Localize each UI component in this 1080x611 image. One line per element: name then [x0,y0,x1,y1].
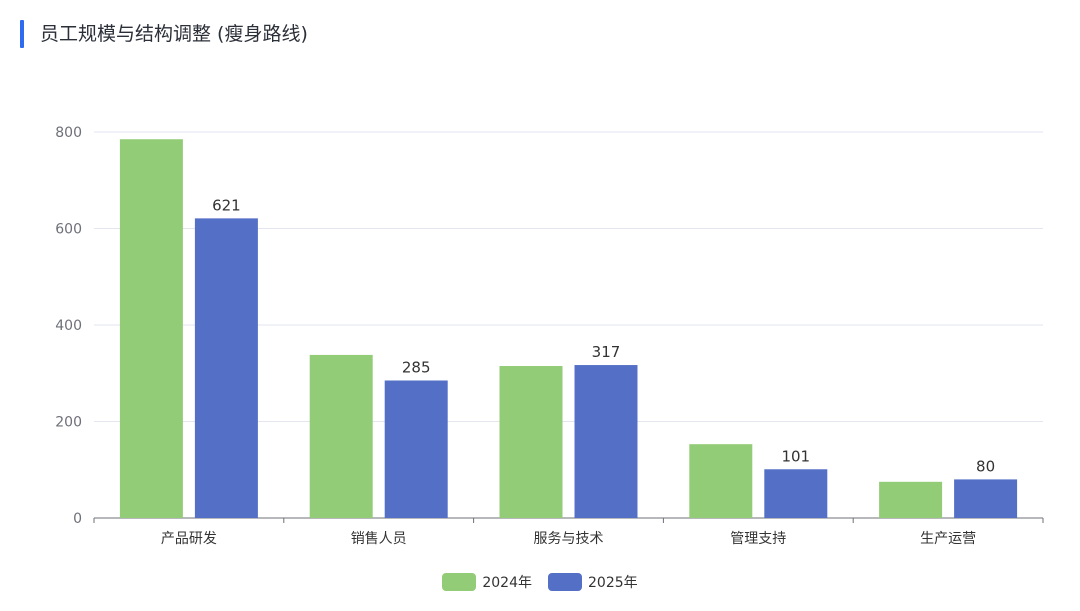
y-tick-label: 600 [55,222,82,238]
legend-swatch-2025 [548,573,582,591]
bar-2025 [574,365,638,518]
bar-2025 [194,218,258,518]
legend-item-2025[interactable]: 2025年 [548,572,638,592]
title-accent-bar [20,20,24,48]
y-tick-label: 800 [55,125,82,141]
x-tick-label: 服务与技术 [534,531,604,547]
y-tick-label: 0 [73,511,82,527]
data-label: 317 [592,343,621,361]
y-tick-label: 400 [55,318,82,334]
x-tick-label: 产品研发 [161,531,217,547]
data-label: 621 [212,196,241,214]
bar-2024 [689,444,753,518]
data-label: 285 [402,358,431,376]
bar-2025 [384,380,448,518]
legend: 2024年 2025年 [0,572,1080,592]
x-tick-label: 管理支持 [730,531,786,547]
bar-2024 [309,354,373,518]
data-label: 101 [781,447,810,465]
bar-2024 [499,366,563,518]
legend-swatch-2024 [442,573,477,591]
data-label: 80 [976,457,995,475]
legend-label-2025: 2025年 [588,575,638,591]
bar-2025 [954,479,1018,518]
legend-label-2024: 2024年 [482,575,532,591]
bar-2025 [764,469,828,518]
x-tick-label: 销售人员 [351,531,407,547]
y-tick-label: 200 [55,415,82,431]
bar-2024 [119,139,183,519]
legend-item-2024[interactable]: 2024年 [442,572,532,592]
chart-title: 员工规模与结构调整 (瘦身路线) [40,23,308,45]
x-tick-label: 生产运营 [920,531,976,547]
bar-2024 [879,481,943,518]
